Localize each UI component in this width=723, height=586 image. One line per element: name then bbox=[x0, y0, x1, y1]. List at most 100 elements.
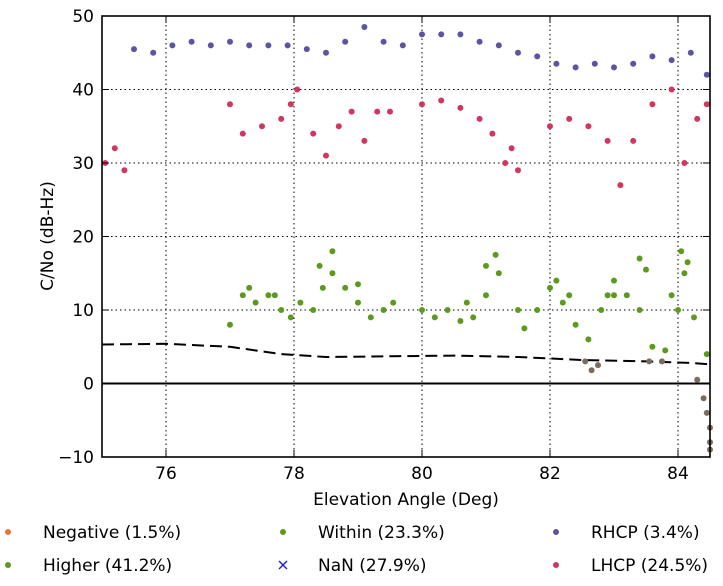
y-axis-label: C/No (dB-Hz) bbox=[38, 181, 58, 291]
data-point bbox=[470, 314, 477, 321]
legend-entry: RHCP (3.4%) bbox=[553, 523, 700, 543]
data-point bbox=[703, 101, 710, 108]
data-point bbox=[566, 115, 573, 122]
data-point bbox=[588, 367, 595, 374]
legend-entry: Higher (41.2%) bbox=[5, 556, 172, 576]
data-point bbox=[259, 123, 265, 130]
series-lhcp bbox=[102, 86, 710, 189]
x-tick-label: 78 bbox=[283, 464, 305, 484]
data-point bbox=[131, 46, 137, 53]
series-within bbox=[227, 270, 710, 358]
data-point bbox=[246, 42, 253, 49]
data-point bbox=[287, 314, 294, 321]
data-point bbox=[636, 255, 643, 262]
data-point bbox=[476, 115, 483, 122]
data-point bbox=[668, 57, 675, 64]
data-point bbox=[611, 64, 617, 71]
data-point bbox=[636, 307, 643, 313]
data-point bbox=[246, 284, 253, 291]
data-point bbox=[691, 314, 697, 321]
x-tick-label: 76 bbox=[155, 464, 177, 484]
data-point bbox=[463, 299, 470, 306]
legend-entry: Within (23.3%) bbox=[280, 523, 445, 543]
data-point bbox=[684, 259, 691, 266]
legend-label: Negative (1.5%) bbox=[43, 523, 181, 543]
y-tick-label: 30 bbox=[72, 154, 94, 174]
legend-label: NaN (27.9%) bbox=[318, 556, 427, 576]
data-point bbox=[700, 395, 707, 402]
data-point bbox=[431, 314, 438, 321]
data-point bbox=[553, 60, 560, 67]
y-tick-label: 50 bbox=[72, 7, 94, 27]
data-point bbox=[310, 307, 317, 313]
data-point bbox=[534, 307, 541, 313]
data-point bbox=[227, 101, 233, 108]
legend-entry: Negative (1.5%) bbox=[5, 523, 181, 543]
legend-marker bbox=[553, 562, 559, 568]
data-point bbox=[342, 284, 349, 291]
legend-marker bbox=[5, 529, 11, 535]
data-point bbox=[348, 108, 355, 115]
data-point bbox=[659, 358, 665, 365]
data-point bbox=[595, 362, 601, 369]
data-point bbox=[380, 307, 387, 313]
data-point bbox=[297, 299, 304, 306]
data-point bbox=[380, 38, 387, 45]
data-point bbox=[611, 292, 617, 299]
x-tick-label: 82 bbox=[539, 464, 561, 484]
data-point bbox=[483, 292, 489, 299]
grid-lines bbox=[102, 16, 710, 457]
data-point bbox=[646, 358, 653, 365]
data-point bbox=[303, 46, 310, 53]
data-point bbox=[319, 284, 326, 291]
data-point bbox=[457, 318, 464, 324]
data-point bbox=[438, 31, 445, 38]
data-point bbox=[591, 60, 598, 67]
data-point bbox=[390, 299, 397, 306]
legend-marker bbox=[278, 560, 288, 570]
data-point bbox=[572, 64, 579, 71]
data-point bbox=[438, 97, 445, 104]
data-point bbox=[476, 38, 483, 45]
data-point bbox=[515, 167, 521, 174]
legend-marker bbox=[280, 529, 286, 535]
data-point bbox=[335, 123, 342, 130]
data-point bbox=[547, 284, 553, 291]
data-point bbox=[169, 42, 176, 49]
data-point bbox=[681, 270, 688, 277]
y-tick-label: 0 bbox=[83, 375, 94, 395]
data-point bbox=[553, 277, 560, 284]
data-point bbox=[457, 31, 464, 38]
series-negative bbox=[582, 358, 713, 453]
data-point bbox=[323, 49, 329, 56]
data-point bbox=[207, 42, 214, 49]
data-point bbox=[668, 292, 675, 299]
data-point bbox=[316, 262, 323, 269]
data-point bbox=[611, 277, 617, 284]
data-point bbox=[703, 71, 710, 78]
data-point bbox=[678, 248, 685, 255]
data-point bbox=[521, 325, 528, 332]
data-point bbox=[694, 376, 701, 383]
legend-label: Higher (41.2%) bbox=[43, 556, 172, 576]
data-point bbox=[294, 86, 301, 93]
data-point bbox=[361, 137, 368, 144]
data-point bbox=[265, 42, 272, 49]
data-point bbox=[399, 42, 406, 49]
data-point bbox=[681, 160, 688, 166]
legend-entry: LHCP (24.5%) bbox=[553, 556, 708, 576]
data-point bbox=[582, 358, 589, 365]
data-point bbox=[617, 182, 624, 189]
legend-entry: NaN (27.9%) bbox=[278, 556, 427, 576]
data-point bbox=[694, 115, 701, 122]
data-point bbox=[623, 292, 630, 299]
data-point bbox=[585, 123, 592, 130]
data-point bbox=[387, 108, 393, 115]
data-point bbox=[361, 24, 368, 30]
data-point bbox=[630, 137, 637, 144]
data-point bbox=[367, 314, 374, 321]
series-higher bbox=[246, 248, 691, 306]
data-point bbox=[649, 101, 656, 108]
data-point bbox=[572, 321, 579, 328]
